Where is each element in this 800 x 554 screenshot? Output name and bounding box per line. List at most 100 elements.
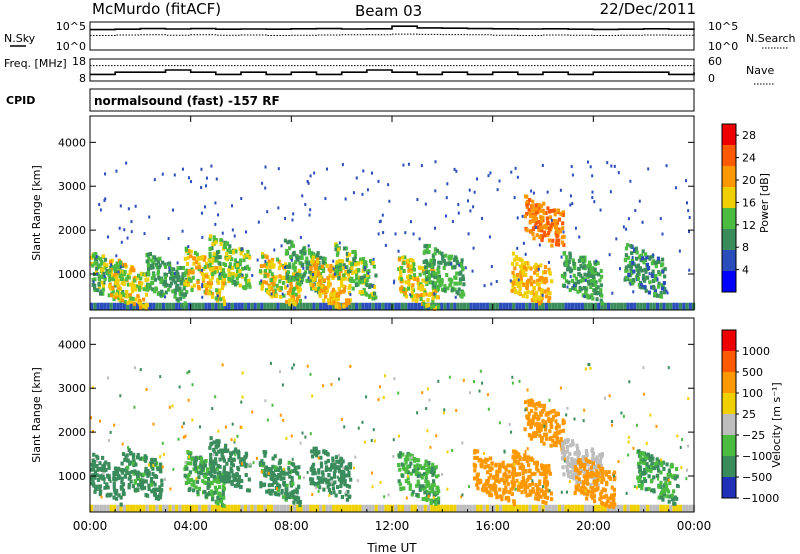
data-cell <box>440 287 445 292</box>
nsky-tick-top: 10^5 <box>56 20 86 33</box>
data-cell <box>117 493 121 498</box>
data-cell <box>433 251 437 256</box>
data-cell <box>559 429 563 434</box>
data-cell <box>292 286 297 291</box>
data-cell <box>326 167 329 171</box>
data-cell <box>368 285 372 290</box>
data-cell <box>197 470 201 475</box>
data-cell <box>514 455 518 460</box>
data-cell <box>459 504 463 512</box>
data-cell <box>432 258 436 263</box>
colorbar-frame <box>721 123 737 293</box>
y-tick-label-4000: 4000 <box>58 136 86 149</box>
data-cell <box>590 488 595 493</box>
data-cell <box>109 504 113 512</box>
data-cell <box>485 482 490 487</box>
data-cell <box>550 243 554 248</box>
data-cell <box>354 283 359 288</box>
data-cell <box>177 437 180 441</box>
data-cell <box>221 455 225 460</box>
data-cell <box>315 453 319 458</box>
data-cell <box>581 293 585 298</box>
data-cell <box>175 302 179 310</box>
data-cell <box>570 278 575 283</box>
data-cell <box>434 501 438 506</box>
data-cell <box>590 504 594 512</box>
data-cell <box>133 405 136 409</box>
data-cell <box>241 247 244 251</box>
data-cell <box>193 462 198 467</box>
data-cell <box>147 252 151 257</box>
data-cell <box>296 500 300 505</box>
data-cell <box>335 252 340 257</box>
data-cell <box>531 199 535 204</box>
data-cell <box>399 277 404 282</box>
data-cell <box>655 457 659 462</box>
data-cell <box>146 267 151 272</box>
data-cell <box>450 278 454 283</box>
data-cell <box>475 477 480 482</box>
data-cell <box>657 259 661 264</box>
data-cell <box>237 504 241 512</box>
data-cell <box>662 280 666 285</box>
data-cell <box>218 475 222 480</box>
data-cell <box>413 302 418 310</box>
data-cell <box>194 469 198 474</box>
data-cell <box>215 452 219 457</box>
data-cell <box>469 504 473 512</box>
data-cell <box>617 460 620 464</box>
data-cell <box>514 487 517 491</box>
data-cell <box>570 464 574 469</box>
data-cell <box>184 302 189 310</box>
time-x-axis: 00:00 04:00 08:00 12:00 16:00 20:00 00:00 <box>73 116 711 533</box>
data-cell <box>93 470 98 475</box>
data-cell <box>645 455 649 460</box>
data-cell <box>267 483 271 488</box>
data-cell <box>377 504 382 512</box>
data-cell <box>428 486 432 491</box>
data-cell <box>561 428 566 433</box>
data-cell <box>120 480 124 485</box>
data-cell <box>192 261 196 266</box>
data-cell <box>462 378 465 382</box>
data-cell <box>606 161 609 165</box>
data-cell <box>222 481 226 486</box>
data-cell <box>443 408 446 412</box>
data-cell <box>206 263 211 268</box>
data-cell <box>319 479 323 484</box>
data-cell <box>338 306 342 311</box>
data-cell <box>556 242 561 247</box>
data-cell <box>453 167 456 171</box>
data-cell <box>434 226 437 230</box>
data-cell <box>521 214 524 218</box>
data-cell <box>546 190 549 194</box>
data-cell <box>159 375 162 379</box>
data-cell <box>328 274 332 279</box>
data-cell <box>345 265 349 270</box>
data-cell <box>191 488 196 493</box>
data-cell <box>576 455 580 460</box>
data-cell <box>597 272 601 277</box>
data-cell <box>648 280 652 285</box>
data-cell <box>515 478 519 483</box>
data-cell <box>485 486 489 491</box>
data-cell <box>645 441 648 445</box>
data-cell <box>573 283 578 288</box>
data-cell <box>455 408 458 412</box>
data-cell <box>346 298 351 303</box>
data-cell <box>343 482 347 487</box>
data-cell <box>152 463 155 467</box>
data-cell <box>406 275 410 280</box>
data-cell <box>110 263 113 267</box>
data-cell <box>539 410 543 415</box>
data-cell <box>210 292 215 297</box>
data-cell <box>607 470 611 475</box>
data-cell <box>335 459 339 464</box>
data-cell <box>565 444 569 449</box>
data-cell <box>489 486 493 491</box>
data-cell <box>338 504 342 512</box>
data-cell <box>414 298 418 303</box>
data-cell <box>487 476 491 481</box>
data-cell <box>425 467 429 472</box>
data-cell <box>206 469 210 474</box>
